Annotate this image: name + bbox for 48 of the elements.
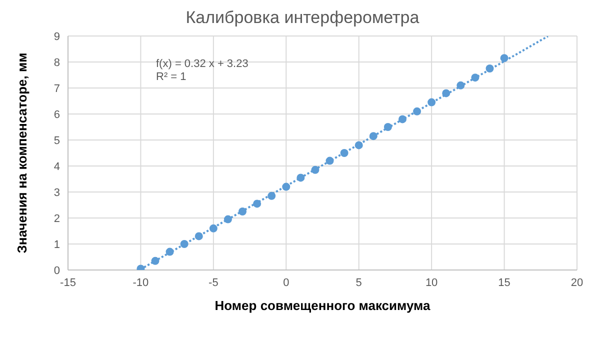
point (398, 115, 406, 124)
point (428, 98, 436, 106)
y-tick-label: 5 (54, 134, 60, 147)
annotation: f(x) = 0.32 x + 3.23 (156, 58, 248, 71)
x-tick-label: -15 (60, 276, 76, 289)
y-tick-label: 2 (54, 212, 60, 225)
x-tick-label: 15 (498, 276, 510, 289)
point (369, 132, 378, 140)
point (296, 174, 305, 182)
point (326, 156, 334, 165)
point (340, 149, 348, 157)
y-tick-label: 4 (54, 160, 60, 173)
y-tick-label: 6 (54, 108, 60, 121)
x-axis-title: Номер совмещенного максимума (214, 298, 431, 313)
point (180, 240, 188, 248)
point (224, 215, 232, 224)
point (500, 54, 508, 62)
y-tick-label: 0 (54, 264, 60, 277)
x-tick-label: 5 (356, 276, 362, 289)
y-tick-label: 1 (54, 238, 60, 251)
y-tick-label: 9 (54, 30, 60, 43)
x-tick-label: -5 (208, 276, 218, 289)
y-tick-label: 3 (54, 186, 60, 199)
annotation: R² = 1 (156, 71, 188, 84)
point (209, 224, 218, 232)
point (354, 141, 363, 150)
point (253, 200, 262, 208)
x-tick-label: 0 (283, 276, 290, 289)
point (442, 89, 450, 98)
point (384, 123, 392, 131)
x-tick-label: -10 (132, 276, 149, 289)
y-tick-label: 7 (54, 82, 60, 95)
point (456, 81, 465, 90)
x-tick-label: 10 (425, 276, 438, 289)
point (268, 192, 276, 200)
point (166, 248, 174, 256)
point (413, 107, 422, 116)
x-tick-label: 20 (570, 276, 584, 289)
point (194, 232, 203, 240)
point (151, 256, 160, 265)
point (486, 64, 494, 72)
point (311, 166, 320, 174)
point (282, 182, 290, 191)
point (238, 208, 247, 216)
y-tick-label: 8 (54, 56, 60, 69)
chart-title: Калибровка интерферометра (184, 8, 420, 28)
y-axis-title: Значения на компенсаторе, мм (14, 52, 30, 254)
point (471, 74, 480, 82)
